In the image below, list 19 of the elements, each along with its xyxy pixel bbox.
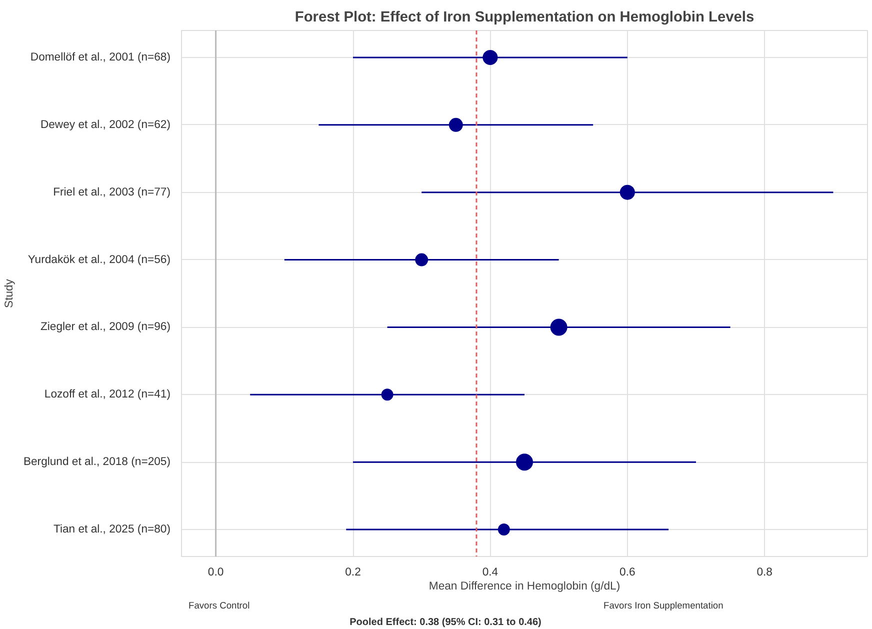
x-tick-label: 0.4: [482, 566, 498, 578]
y-tick-label: Domellöf et al., 2001 (n=68): [30, 51, 171, 64]
y-axis-title: Study: [3, 278, 16, 308]
x-tick-label: 0.6: [620, 566, 636, 578]
x-tick-label: 0.0: [208, 566, 224, 578]
x-axis-title: Mean Difference in Hemoglobin (g/dL): [428, 580, 620, 592]
y-tick-label: Ziegler et al., 2009 (n=96): [40, 321, 171, 334]
x-tick-label: 0.2: [345, 566, 361, 578]
y-tick-label: Friel et al., 2003 (n=77): [53, 186, 171, 198]
y-tick-label: Lozoff et al., 2012 (n=41): [44, 388, 171, 401]
text: Favors Iron Supplementation: [604, 600, 724, 610]
text: Pooled Effect: 0.38 (95% CI: 0.31 to 0.46): [350, 617, 542, 628]
x-tick-label: 0.8: [756, 566, 772, 578]
chart-title: Forest Plot: Effect of Iron Supplementation on Hemoglobin Levels: [294, 10, 754, 26]
y-tick-label: Berglund et al., 2018 (n=205): [23, 456, 171, 468]
y-tick-label: Dewey et al., 2002 (n=62): [40, 118, 171, 131]
text: Favors Control: [188, 600, 250, 610]
y-tick-label: Tian et al., 2025 (n=80): [53, 524, 171, 536]
y-tick-label: Yurdakök et al., 2004 (n=56): [28, 254, 171, 266]
